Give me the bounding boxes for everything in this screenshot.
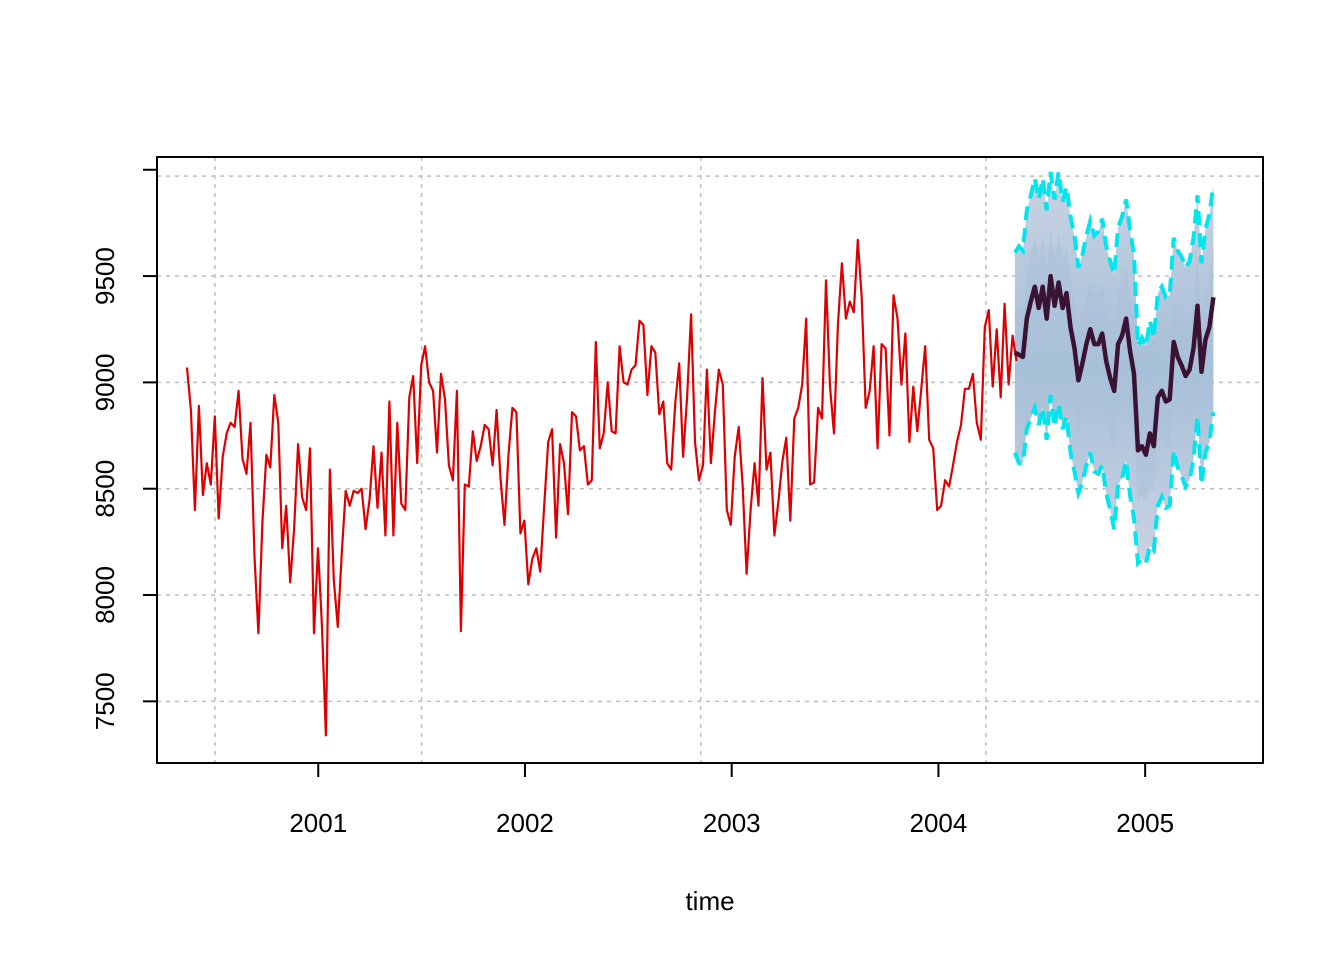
observed-series-line (185, 238, 1018, 737)
axes: 2001 2002 2003 2004 2005 7500 8000 8500 9000 9500 (90, 168, 1174, 838)
x-tick-label-4: 2005 (1116, 808, 1174, 838)
plot-frame (156, 156, 1264, 764)
y-tick-label-4: 9500 (90, 247, 120, 305)
x-tick-label-2: 2003 (703, 808, 761, 838)
upper-interval-line (1013, 171, 1216, 353)
forecast-mean-line (1013, 273, 1216, 457)
y-tick-label-1: 8000 (90, 566, 120, 624)
x-tick-label-1: 2002 (496, 808, 554, 838)
series (185, 238, 1216, 737)
y-tick-label-3: 9000 (90, 353, 120, 411)
y-tick-label-2: 8500 (90, 460, 120, 518)
x-tick-label-3: 2004 (910, 808, 968, 838)
lower-interval-line (1013, 394, 1216, 568)
x-axis-title: time (685, 886, 734, 916)
x-tick-label-0: 2001 (289, 808, 347, 838)
y-tick-label-0: 7500 (90, 672, 120, 730)
